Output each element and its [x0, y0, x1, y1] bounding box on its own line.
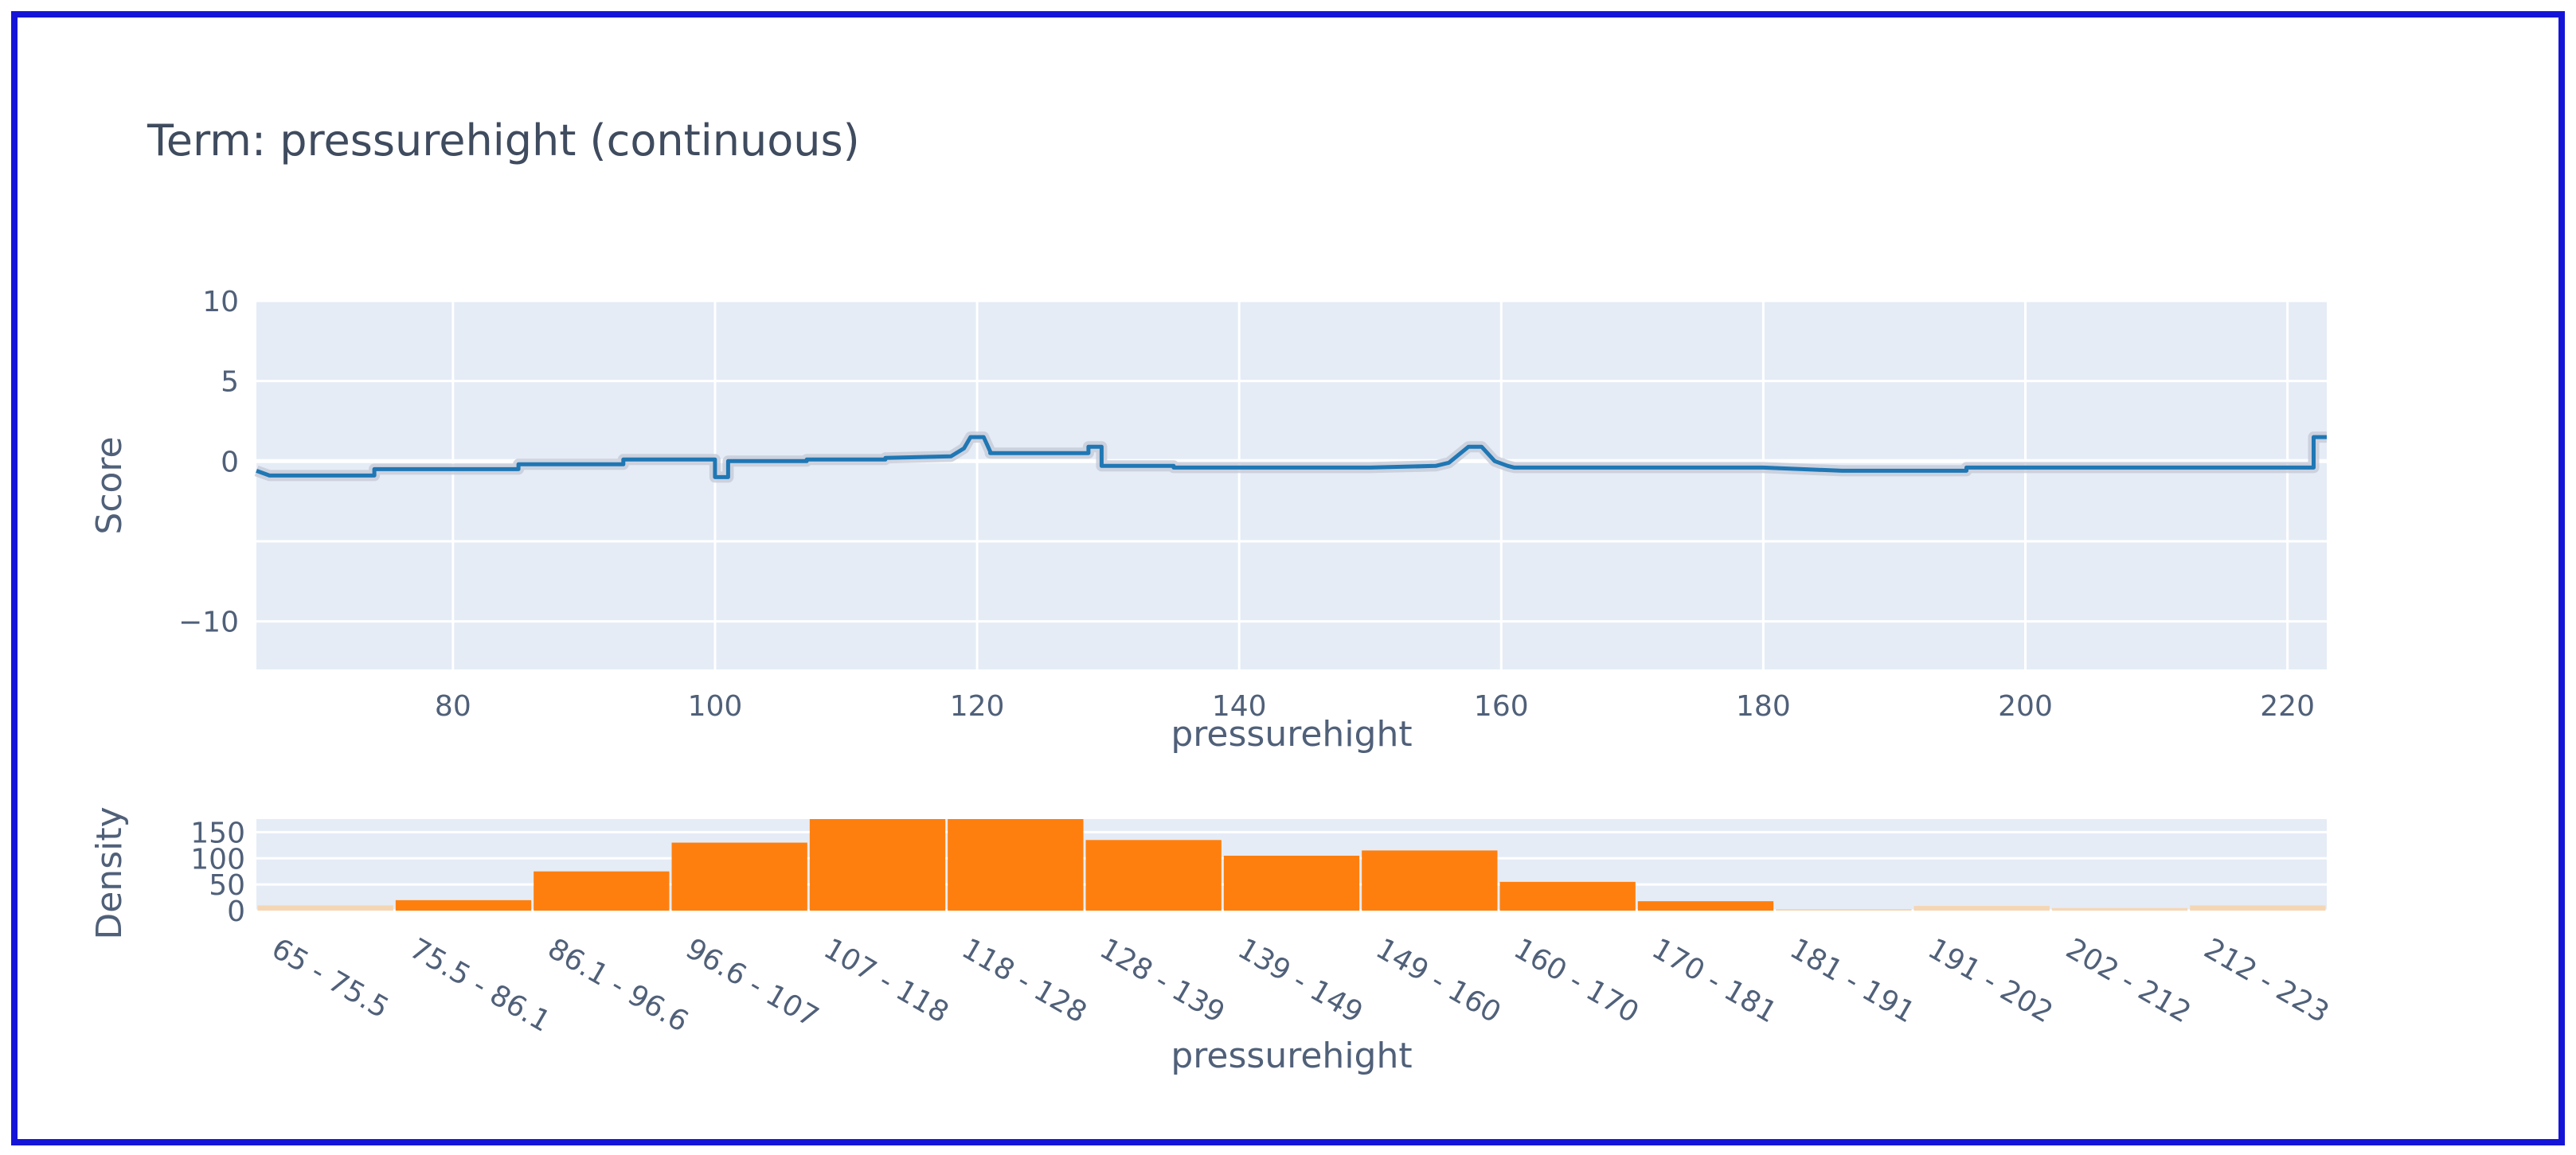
score-y-ticks: 10 5 0 −10: [178, 286, 239, 639]
score-x-axis-title: pressurehight: [1171, 714, 1412, 755]
density-bar: [671, 842, 807, 911]
density-bars: [257, 819, 2326, 911]
density-x-axis-title: pressurehight: [1171, 1036, 1412, 1076]
density-bar: [395, 899, 532, 911]
figure-canvas: Term: pressurehight (continuous) 1050−10…: [89, 115, 2334, 1076]
density-bar: [1362, 850, 1498, 911]
score-x-tick-label: 180: [1736, 690, 1791, 723]
density-bar: [1637, 901, 1774, 911]
density-bar: [948, 819, 1084, 911]
density-bar: [1085, 840, 1222, 911]
score-y-tick-label: 5: [221, 366, 239, 399]
score-y-tick-label: 0: [221, 446, 239, 478]
density-x-tick-label: 75.5 - 86.1: [405, 932, 556, 1039]
density-bar: [1499, 881, 1636, 911]
chart-title: Term: pressurehight (continuous): [147, 115, 860, 166]
density-bar: [534, 871, 670, 911]
density-bar: [2190, 905, 2326, 911]
score-line: [256, 435, 2327, 479]
density-x-tick-label: 96.6 - 107: [680, 932, 823, 1034]
density-bar: [1913, 906, 2050, 911]
density-x-tick-label: 65 - 75.5: [266, 932, 394, 1024]
density-x-tick-label: 160 - 170: [1508, 932, 1644, 1029]
score-x-tick-label: 100: [688, 690, 743, 723]
density-y-tick-label: 100: [190, 843, 245, 876]
score-x-tick-label: 160: [1474, 690, 1529, 723]
density-x-tick-label: 128 - 139: [1094, 932, 1230, 1029]
score-x-tick-label: 220: [2260, 690, 2315, 723]
score-x-tick-label: 120: [950, 690, 1005, 723]
density-x-tick-label: 139 - 149: [1233, 932, 1369, 1029]
score-plot-area: [256, 301, 2327, 669]
density-x-tick-label: 191 - 202: [1922, 932, 2058, 1029]
density-bar: [257, 905, 393, 911]
density-y-tick-label: 0: [227, 896, 245, 928]
score-x-tick-label: 200: [1998, 690, 2053, 723]
score-y-axis-title: Score: [89, 436, 130, 534]
density-x-tick-label: 86.1 - 96.6: [542, 932, 694, 1039]
density-x-tick-label: 118 - 128: [956, 932, 1093, 1029]
figure-frame: Term: pressurehight (continuous) 10 5 0 −10…: [11, 11, 2565, 1145]
density-y-tick-label: 50: [209, 869, 245, 902]
density-bar: [1223, 856, 1360, 911]
density-x-tick-label: 149 - 160: [1370, 932, 1507, 1029]
score-y-tick-label: −10: [178, 607, 239, 639]
density-bar: [2051, 907, 2188, 911]
density-y-tick-label: 150: [190, 817, 245, 849]
density-x-tick-label: 212 - 223: [2199, 932, 2335, 1029]
density-x-tick-label: 107 - 118: [819, 932, 955, 1029]
score-series: [254, 431, 2327, 483]
density-x-tick-label: 170 - 181: [1647, 932, 1783, 1029]
score-x-ticks: 80 100 120 140 160 180 200 220: [435, 690, 2315, 723]
density-x-tick-label: 181 - 191: [1784, 932, 1921, 1029]
score-x-tick-label: 80: [435, 690, 471, 723]
score-y-tick-label: 10: [202, 286, 239, 318]
density-bar: [809, 819, 946, 911]
density-x-ticks: 65 - 75.5 75.5 - 86.186.1 - 96.696.6 - 10…: [266, 932, 2334, 1039]
density-x-tick-label: 202 - 212: [2061, 932, 2197, 1029]
density-bar: [1776, 909, 1912, 911]
density-y-axis-title: Density: [89, 806, 130, 939]
score-x-tick-label: 140: [1212, 690, 1267, 723]
